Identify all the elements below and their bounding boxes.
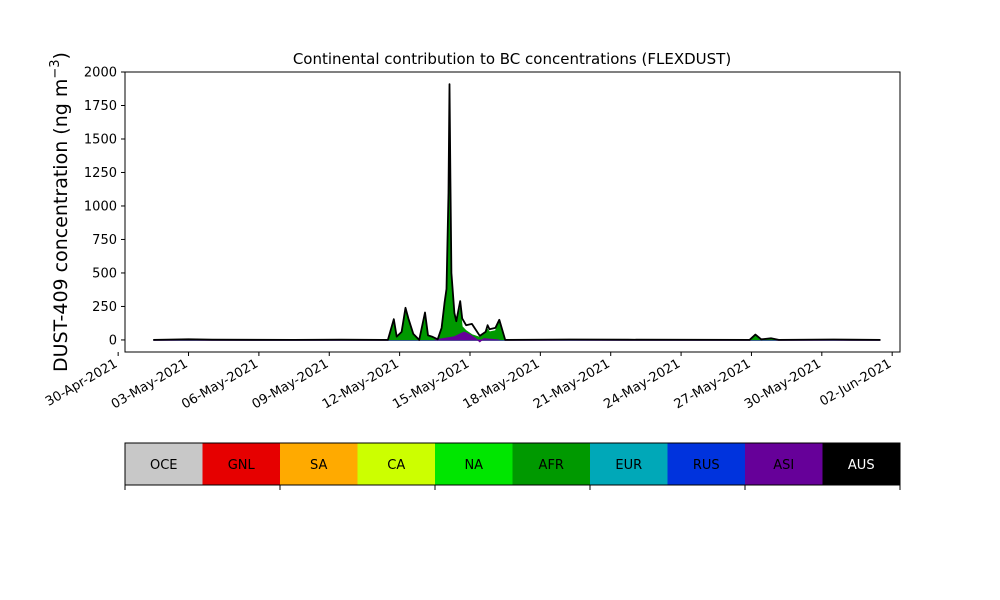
legend-label-aus: AUS: [848, 458, 875, 473]
legend-swatch-eur: [590, 443, 668, 485]
legend-swatch-gnl: [202, 443, 281, 485]
x-tick-label: 09-May-2021: [250, 356, 332, 412]
plot-frame: [124, 71, 901, 353]
y-tick-label: 250: [92, 300, 117, 315]
legend-label-ca: CA: [387, 458, 405, 473]
y-tick-label: 750: [92, 233, 117, 248]
x-axis-ticks: 30-Apr-202103-May-202106-May-202109-May-…: [43, 352, 894, 412]
y-axis-label-text: DUST-409 concentration (ng m: [50, 79, 72, 372]
x-tick-label: 12-May-2021: [320, 356, 402, 412]
y-axis-ticks: 0 250 500 750 1000 1250 1500 1750 2000: [84, 66, 125, 348]
legend-swatch-asi: [745, 443, 823, 485]
x-tick-label: 15-May-2021: [390, 356, 472, 412]
region-legend-colorbar: OCE GNL SA CA NA AFR EUR RUS ASI AUS: [124, 442, 901, 490]
legend-swatch-ca: [357, 443, 436, 485]
legend-label-sa: SA: [310, 458, 327, 473]
legend-label-oce: OCE: [150, 458, 178, 473]
legend-label-asi: ASI: [773, 458, 794, 473]
y-axis-label-superscript: −3: [48, 59, 63, 78]
y-tick-label: 2000: [84, 66, 117, 81]
legend-swatch-rus: [667, 443, 746, 485]
legend-label-na: NA: [464, 458, 483, 473]
series-line-total: [153, 83, 881, 341]
legend-label-gnl: GNL: [228, 458, 256, 473]
series-area-asi: [434, 331, 500, 343]
x-tick-label: 24-May-2021: [601, 356, 683, 412]
y-tick-label: 1000: [84, 199, 117, 214]
legend-swatch-na: [435, 443, 513, 485]
y-tick-label: 1750: [84, 99, 117, 114]
legend-label-rus: RUS: [693, 458, 720, 473]
x-tick-label: 02-Jun-2021: [817, 356, 894, 409]
x-tick-label: 27-May-2021: [672, 356, 754, 412]
x-tick-label: 18-May-2021: [461, 356, 543, 412]
y-axis-label-close: ): [50, 52, 72, 59]
y-tick-label: 0: [109, 333, 117, 348]
svg-text:DUST-409 concentration (ng m−3: DUST-409 concentration (ng m−3): [48, 52, 72, 372]
legend-swatch-afr: [512, 443, 591, 485]
y-tick-label: 1250: [84, 166, 117, 181]
legend-swatch-sa: [280, 443, 358, 485]
legend-frame: [124, 442, 901, 486]
legend-swatch-oce: [125, 443, 203, 485]
x-tick-label: 21-May-2021: [531, 356, 613, 412]
x-tick-label: 30-May-2021: [742, 356, 824, 412]
y-tick-label: 500: [92, 266, 117, 281]
x-tick-label: 03-May-2021: [109, 356, 191, 412]
x-tick-label: 06-May-2021: [179, 356, 261, 412]
legend-label-afr: AFR: [539, 458, 564, 473]
legend-swatch-aus: [822, 443, 901, 485]
plot-series: [153, 83, 881, 343]
y-tick-label: 1500: [84, 132, 117, 147]
chart-title: Continental contribution to BC concentra…: [293, 50, 731, 68]
y-axis-label: DUST-409 concentration (ng m−3): [48, 52, 72, 372]
legend-label-eur: EUR: [615, 458, 642, 473]
series-area-afr: [153, 138, 881, 341]
